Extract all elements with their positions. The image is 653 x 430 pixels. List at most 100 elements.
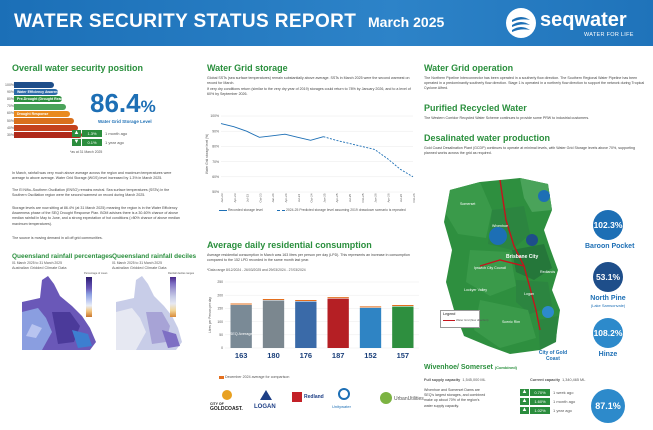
down-arrow-icon: ▼ [72, 139, 81, 146]
y-tick-label: 50% [212, 190, 219, 194]
north-pine-level: 53.1% [593, 262, 623, 292]
overall-heading: Overall water security position [12, 63, 144, 73]
x-tick-label: Jul-26 [399, 194, 403, 203]
storage-legend-recorded: Recorded storage level [219, 208, 263, 212]
wivenhoe-change-week: ▲ 0.70% 1 week ago [520, 389, 580, 396]
prw-text: The Western Corridor Recycled Water Sche… [424, 116, 590, 120]
unitywater-label: Unitywater [332, 404, 351, 409]
urban-utilities-label: UrbanUtilities [394, 396, 424, 402]
map-label-logan: Logan [524, 292, 534, 296]
map-label-ipswich: Ipswich City Council [474, 266, 507, 270]
wivenhoe-change-month: ▲ 1.60% 1 month ago [520, 398, 580, 405]
bar-value-label: 176 [300, 351, 313, 360]
level-band [14, 82, 54, 88]
y-axis-label: Water Grid storage level (%) [205, 134, 209, 174]
logan-logo: LOGAN [252, 388, 282, 418]
map-label-scenic-rim: Scenic Rim [502, 320, 521, 324]
legend-scale [86, 277, 92, 317]
grid-storage-heading: Water Grid storage [207, 63, 288, 73]
urban-utilities-mark-icon [380, 392, 392, 404]
baroon-pocket-name: Baroon Pocket [585, 243, 635, 250]
rainfall-pct-legend: Percentage of mean [84, 272, 107, 320]
y-tick-label: 80% [212, 145, 219, 149]
x-tick-label: Jul-25 [348, 194, 352, 203]
consumption-legend: December 2024 average for comparison [219, 375, 289, 379]
level-band-label: Water Efficiency Awareness [17, 90, 64, 95]
desal-text: Gold Coast Desalination Plant (GCDP) con… [424, 146, 636, 156]
unitywater-logo: Unitywater [330, 388, 360, 418]
x-tick-label: Jan-24 [271, 193, 275, 203]
north-pine-name: North Pine [590, 295, 626, 302]
y-tick-label: 50 [219, 333, 223, 337]
consumption-chart-svg: 0 50 100 150 200 250 Litres per Person per day… [208, 280, 419, 360]
legend-item: Water Grid (flow direction) [456, 318, 489, 322]
change-value: 1.02% [530, 407, 550, 414]
x-tick-label: Apr-25 [335, 193, 339, 202]
rainfall-deciles-date: 01 March 2025 to 31 March 2025 [112, 261, 162, 265]
x-tick-label: Apr-23 [233, 193, 237, 202]
level-tick-label: 80% [6, 96, 14, 101]
bar-value-label: 180 [267, 351, 280, 360]
bar-value-label: 157 [397, 351, 410, 360]
consumption-bar [359, 307, 382, 348]
consumption-bar [392, 306, 414, 348]
grid-operation-heading: Water Grid operation [424, 63, 514, 73]
legend-scale [170, 277, 176, 317]
level-tick-label: 60% [6, 111, 14, 116]
overall-paragraph-4: The source is moving demand in all off g… [12, 236, 103, 240]
y-tick-label: 70% [212, 160, 219, 164]
wivenhoe-heading: Wivenhoe/ Somerset (Combined) [424, 364, 517, 371]
level-band [14, 118, 74, 124]
wivenhoe-percent: 87.1% [591, 389, 625, 423]
y-tick-label: 90% [212, 129, 219, 133]
change-value: 0.70% [530, 389, 550, 396]
hinze-name: Hinze [598, 351, 618, 358]
level-band [14, 89, 58, 96]
urban-utilities-logo: UrbanUtilities [378, 388, 428, 418]
water-drop-icon [506, 8, 536, 38]
x-tick-label: Apr-26 [386, 193, 390, 202]
change-label: 1 month ago [553, 399, 576, 404]
x-tick-label: Oct-26 [412, 193, 416, 202]
storage-chart: 50% 60% 70% 80% 90% 100% Jan-23 Apr-23 Jul-23 Oct… [205, 112, 419, 212]
consumption-note: *Data range 8/12/2024 - 26/03/2025 and 2… [207, 268, 306, 272]
dashed-line-icon [277, 209, 285, 211]
consumption-text: Average residential consumption in March… [207, 253, 410, 263]
change-1-year: ▼ 0.1% 1 year ago [72, 139, 132, 146]
up-arrow-icon: ▲ [520, 398, 529, 405]
y-tick-label: 250 [217, 280, 223, 284]
rainfall-pct-source: Australian Gridded Climate Data [12, 266, 67, 270]
consumption-bar [327, 298, 349, 348]
grid-storage-text: Global SSTs (sea surface temperatures) r… [207, 76, 410, 86]
grid-operation-text: The Northern Pipeline Interconnector has… [424, 76, 645, 91]
level-band [14, 110, 70, 117]
map-label-lockyer: Lockyer Valley [464, 288, 488, 292]
y-tick-label: 150 [217, 307, 223, 311]
level-band [14, 103, 66, 110]
up-arrow-icon: ▲ [72, 130, 81, 137]
legend-swatch [219, 375, 224, 379]
sun-icon [222, 390, 232, 400]
logo-tagline: WATER FOR LIFE [584, 32, 634, 38]
redland-label: Redland [304, 394, 324, 400]
hinze-level: 108.2% [593, 318, 623, 348]
gold-coast-label: CITY OF GOLDCOAST. [210, 402, 243, 412]
legend-title: Legend [443, 312, 456, 316]
x-tick-label: Oct-24 [310, 193, 314, 202]
consumption-bar [262, 300, 285, 348]
overall-paragraph-1: In March, rainfall was very much above a… [12, 171, 172, 181]
y-tick-label: 60% [212, 175, 219, 179]
level-gauge: 100% 90% Water Efficiency Awareness 80% Pre-… [5, 82, 109, 142]
rainfall-deciles-source: Australian Gridded Climate Data [112, 266, 167, 270]
x-tick-label: Jan-25 [322, 193, 326, 203]
overall-paragraph-3: Storage levels are now sitting at 86.4% … [12, 206, 180, 226]
consumption-bar [295, 301, 317, 348]
y-axis-label: Litres per Person per day [208, 297, 212, 333]
wivenhoe-text: Wivenhoe and Somerset Dams are SEQ's lar… [424, 388, 486, 408]
y-tick-label: 0 [221, 346, 223, 350]
solid-line-icon [219, 209, 227, 211]
logan-mark-icon [260, 390, 272, 400]
level-band [14, 96, 62, 103]
report-month: March 2025 [368, 14, 445, 30]
